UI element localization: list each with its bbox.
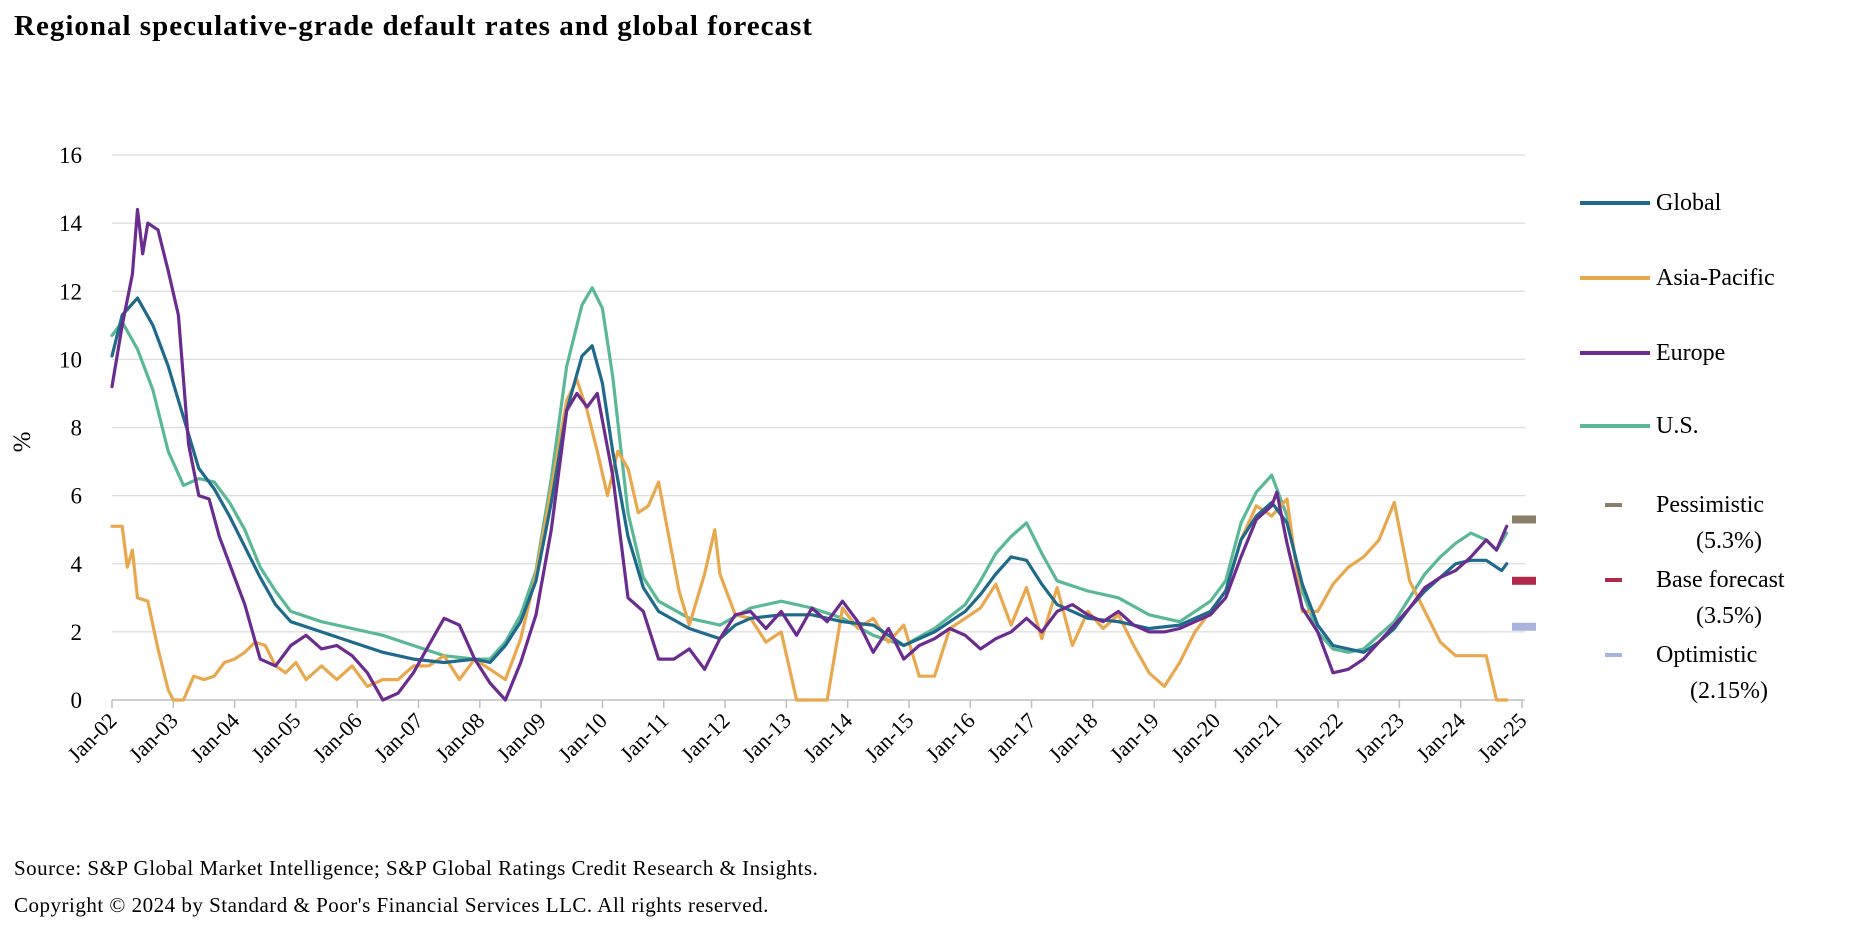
y-axis-label: % [9,432,36,453]
x-tick-label: Jan-21 [1227,708,1286,767]
x-tick-label: Jan-02 [62,708,121,767]
x-tick-label: Jan-17 [982,708,1041,767]
forecast-layer [1512,515,1536,631]
x-tick-label: Jan-18 [1043,708,1102,767]
y-tick-label: 8 [71,416,83,441]
y-tick-label: 6 [71,484,83,509]
legend-label: U.S. [1656,413,1699,439]
legend-forecast-name: Pessimistic [1656,492,1764,518]
x-tick-label: Jan-06 [308,708,367,767]
chart-title: Regional speculative-grade default rates… [14,10,813,42]
x-tick-label: Jan-05 [246,708,305,767]
series-line-europe [110,207,1509,702]
x-tick-label: Jan-08 [430,708,489,767]
legend-label: Global [1656,190,1722,216]
forecast-marker-pessimistic [1512,515,1536,524]
x-tick-label: Jan-24 [1411,708,1470,767]
forecast-marker-optimistic [1512,622,1536,631]
y-axis: 0 2 4 6 8 10 12 14 16 [59,143,83,713]
legend-label: Asia-Pacific [1656,265,1775,291]
y-tick-label: 12 [59,279,82,304]
x-tick-label: Jan-15 [859,708,918,767]
legend-forecast-name: Base forecast [1656,567,1785,593]
series-line-global [110,296,1509,665]
legend-forecast-name: Optimistic [1656,642,1757,668]
x-axis: Jan-02 Jan-03 Jan-04 Jan-05 Jan-06 Jan-07 Jan-… [62,700,1532,767]
legend-forecast-value: (3.5%) [1696,603,1762,629]
source-note: Source: S&P Global Market Intelligence; … [14,856,819,880]
x-tick-label: Jan-09 [492,708,551,767]
series-line-asia-pacific [110,378,1509,702]
y-tick-label: 0 [71,688,83,713]
y-tick-label: 10 [59,347,82,372]
x-tick-label: Jan-03 [124,708,183,767]
series-line-u-s [110,286,1509,661]
x-tick-label: Jan-25 [1472,708,1531,767]
x-tick-label: Jan-04 [185,708,244,767]
x-tick-label: Jan-16 [921,708,980,767]
y-tick-label: 14 [59,211,83,236]
legend-forecast-value: (2.15%) [1690,678,1768,704]
x-tick-label: Jan-11 [615,708,674,767]
y-tick-label: 4 [71,552,83,577]
legend-forecast-value: (5.3%) [1696,528,1762,554]
x-tick-label: Jan-20 [1166,708,1225,767]
x-tick-label: Jan-10 [553,708,612,767]
grid-layer [112,154,1525,701]
x-tick-label: Jan-14 [798,708,857,767]
x-tick-label: Jan-22 [1288,708,1347,767]
y-tick-label: 16 [59,143,82,168]
x-tick-label: Jan-19 [1105,708,1164,767]
series-layer [110,207,1509,702]
legend-label: Europe [1656,340,1725,366]
x-tick-label: Jan-07 [369,708,428,767]
x-tick-label: Jan-12 [675,708,734,767]
x-tick-label: Jan-13 [737,708,796,767]
legend: Global Asia-Pacific Europe U.S. Pessimistic (… [1580,190,1785,704]
copyright-note: Copyright © 2024 by Standard & Poor's Fi… [14,893,769,917]
x-tick-label: Jan-23 [1350,708,1409,767]
y-tick-label: 2 [71,620,83,645]
forecast-marker-base-forecast [1512,576,1536,585]
